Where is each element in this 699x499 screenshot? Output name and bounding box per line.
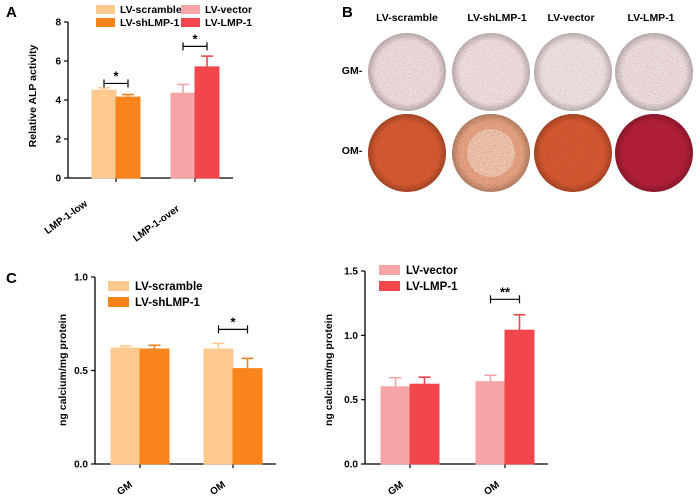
plate-col-header-vector: LV-vector [547,12,594,24]
dish-om-shlmp1-rim [452,114,530,192]
legend-label: LV-shLMP-1 [120,17,179,29]
significance-marker: * [113,68,119,83]
x-tick-label: LMP-1-over [131,203,182,244]
y-tick-label: 0.5 [344,395,358,406]
y-tick-label: 0 [55,174,61,185]
legend-swatch [108,297,129,307]
plate-row-label-om: OM- [342,145,363,157]
y-axis-label: ng calcium/mg protein [57,314,69,426]
x-tick-label: OM [482,480,501,498]
bar [194,66,220,179]
bar [380,386,411,465]
bar [232,368,263,465]
x-tick-label: LMP-1-low [43,198,90,236]
y-tick-label: 1.0 [344,331,358,342]
legend-swatch [379,265,400,275]
bar [91,89,117,179]
dish-gm-vector-rim [534,33,612,111]
staining-plates: LV-scramble LV-shLMP-1 LV-vector LV-LMP-… [342,12,693,192]
bar [170,92,196,179]
dish-om-vector-rim [534,114,612,192]
y-tick-label: 4 [55,96,61,107]
calcium-chart-overexpression: 0.0 0.5 1.0 1.5 ng calcium/mg protein GM OM ** L… [323,265,548,498]
significance-marker: * [230,314,236,329]
y-tick-label: 0.0 [344,460,358,471]
y-tick-label: 0.0 [74,460,88,471]
bar [110,347,141,465]
legend-swatch [108,281,129,291]
y-tick-label: 6 [55,57,61,68]
y-tick-label: 8 [55,18,61,29]
plate-col-header-scramble: LV-scramble [376,12,438,24]
bar [475,381,506,465]
dish-gm-scramble-rim [368,33,446,111]
legend-swatch [181,5,200,14]
bar [115,96,141,179]
dish-gm-shlmp1-rim [452,33,530,111]
bar [409,383,440,465]
y-tick-label: 2 [55,135,61,146]
significance-marker: ** [500,284,511,299]
bar [504,329,535,465]
panel-label-b: B [342,4,353,21]
plate-row-label-gm: GM- [342,65,363,77]
alp-activity-chart: 0 2 4 6 8 Relative ALP activity LMP-1-low LMP-1… [27,4,252,244]
legend-swatch [379,281,400,291]
legend-swatch [96,5,115,14]
x-tick-label: GM [386,480,405,498]
bar [203,348,234,465]
x-tick-label: GM [115,480,134,498]
y-axis-label: Relative ALP activity [27,44,39,147]
legend-label: LV-vector [406,265,458,277]
plate-col-header-lmp1: LV-LMP-1 [627,12,674,24]
legend-label: LV-scramble [135,281,203,293]
dish-om-lmp1-rim [615,114,693,192]
dish-om-scramble-rim [368,114,446,192]
legend-label: LV-shLMP-1 [135,297,201,309]
bar [139,348,170,465]
panel-label-c: C [6,270,17,287]
legend-label: LV-LMP-1 [205,17,252,29]
x-tick-label: OM [208,480,227,498]
panel-label-a: A [6,4,17,21]
legend-label: LV-vector [205,4,252,16]
legend-label: LV-LMP-1 [406,281,458,293]
dish-gm-lmp1-rim [615,33,693,111]
legend-label: LV-scramble [120,4,182,16]
y-tick-label: 1.5 [344,267,358,278]
y-axis-label: ng calcium/mg protein [323,314,335,426]
significance-marker: * [192,31,198,46]
legend-swatch [96,18,115,27]
legend-swatch [181,18,200,27]
plate-col-header-shlmp1: LV-shLMP-1 [467,12,526,24]
y-tick-label: 1.0 [74,273,88,284]
y-tick-label: 0.5 [74,366,88,377]
calcium-chart-knockdown: 0.0 0.5 1.0 ng calcium/mg protein GM OM * LV-sc… [57,273,276,498]
